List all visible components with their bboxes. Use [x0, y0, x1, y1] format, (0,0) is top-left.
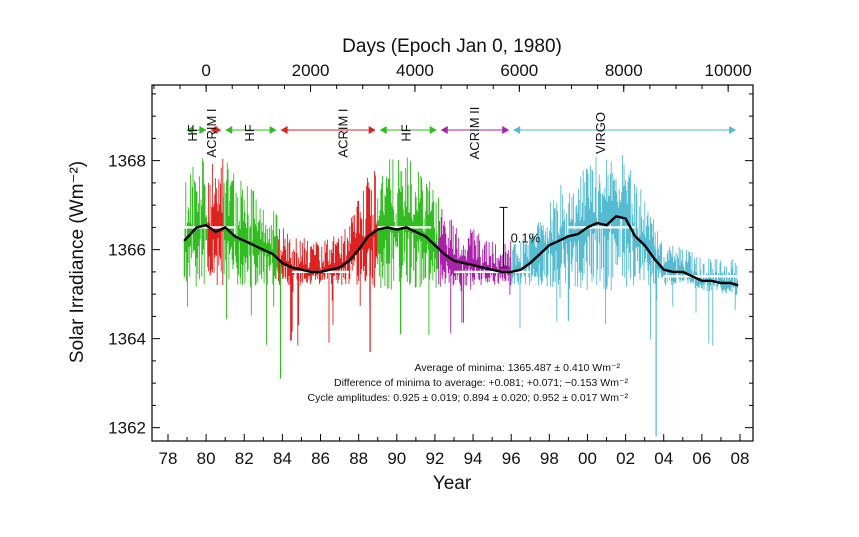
solar-irradiance-chart: HF ACRIM I HF ACRIM I HF ACRIM II VIRGO 0.1% 78… [0, 0, 859, 537]
x-tick-label: 80 [197, 449, 216, 468]
x-tick-label: 82 [235, 449, 254, 468]
top-tick-label: 6000 [500, 61, 538, 80]
instrument-label: HF [185, 124, 200, 141]
x-tick-label: 00 [578, 449, 597, 468]
scale-bar-label: 0.1% [511, 230, 541, 245]
x-tick-label: 90 [387, 449, 406, 468]
y-axis-title: Solar Irradiance (Wm⁻²) [67, 161, 88, 363]
instrument-label: ACRIM I [335, 108, 350, 157]
top-axis-title: Days (Epoch Jan 0, 1980) [342, 36, 562, 57]
x-axis-title: Year [433, 473, 472, 494]
y-tick-label: 1368 [108, 152, 146, 171]
x-tick-label: 98 [540, 449, 559, 468]
x-tick-label: 08 [731, 449, 750, 468]
top-tick-label: 8000 [605, 61, 643, 80]
x-tick-label: 88 [349, 449, 368, 468]
x-tick-label: 92 [425, 449, 444, 468]
y-tick-label: 1364 [108, 330, 146, 349]
instrument-label: ACRIM I [204, 108, 219, 157]
instrument-label: VIRGO [593, 112, 608, 154]
instrument-label: HF [242, 124, 257, 141]
x-tick-label: 84 [273, 449, 292, 468]
top-tick-label: 0 [201, 61, 210, 80]
top-tick-label: 2000 [292, 61, 330, 80]
instrument-label: HF [398, 124, 413, 141]
x-tick-label: 86 [311, 449, 330, 468]
top-tick-label: 10000 [705, 61, 752, 80]
annotation-difference-of-minima: Difference of minima to average: +0.081;… [334, 377, 628, 389]
x-tick-label: 96 [502, 449, 521, 468]
instrument-label: ACRIM II [467, 107, 482, 160]
top-tick-label: 4000 [396, 61, 434, 80]
x-tick-label: 78 [159, 449, 178, 468]
x-tick-label: 94 [464, 449, 483, 468]
annotation-average-of-minima: Average of minima: 1365.487 ± 0.410 Wm⁻² [415, 362, 621, 374]
x-tick-label: 02 [616, 449, 635, 468]
y-tick-label: 1366 [108, 241, 146, 260]
y-tick-label: 1362 [108, 419, 146, 438]
x-tick-label: 04 [654, 449, 673, 468]
annotation-cycle-amplitudes: Cycle amplitudes: 0.925 ± 0.019; 0.894 ±… [307, 392, 628, 404]
x-tick-label: 06 [692, 449, 711, 468]
